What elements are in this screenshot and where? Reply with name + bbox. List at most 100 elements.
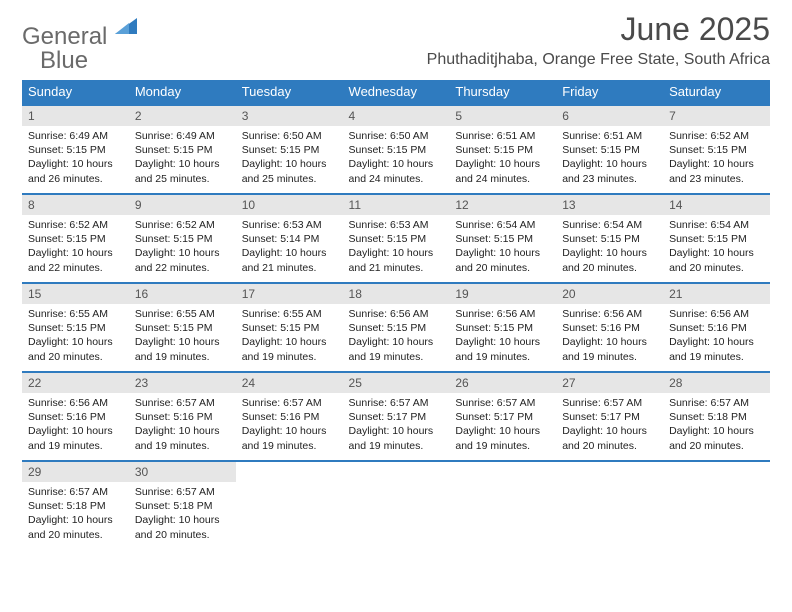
daylight-l2: and 19 minutes.: [242, 439, 337, 453]
daylight-l2: and 20 minutes.: [669, 261, 764, 275]
week-row: 1Sunrise: 6:49 AMSunset: 5:15 PMDaylight…: [22, 105, 770, 194]
sunset: Sunset: 5:15 PM: [135, 143, 230, 157]
week-row: 15Sunrise: 6:55 AMSunset: 5:15 PMDayligh…: [22, 283, 770, 372]
daylight-l2: and 24 minutes.: [349, 172, 444, 186]
day-cell: 23Sunrise: 6:57 AMSunset: 5:16 PMDayligh…: [129, 372, 236, 461]
day-details: Sunrise: 6:56 AMSunset: 5:16 PMDaylight:…: [663, 304, 770, 371]
sunset: Sunset: 5:16 PM: [28, 410, 123, 424]
daylight-l1: Daylight: 10 hours: [562, 246, 657, 260]
brand-word2: Blue: [22, 47, 88, 74]
daylight-l1: Daylight: 10 hours: [28, 424, 123, 438]
day-number: 8: [22, 195, 129, 215]
sunset: Sunset: 5:15 PM: [562, 143, 657, 157]
header: General Blue June 2025 Phuthaditjhaba, O…: [22, 12, 770, 80]
day-number: 3: [236, 106, 343, 126]
sunrise: Sunrise: 6:50 AM: [349, 129, 444, 143]
daylight-l1: Daylight: 10 hours: [135, 246, 230, 260]
day-number: 30: [129, 462, 236, 482]
brand-text: General Blue: [22, 18, 137, 73]
sunrise: Sunrise: 6:56 AM: [28, 396, 123, 410]
day-number: 17: [236, 284, 343, 304]
daylight-l1: Daylight: 10 hours: [135, 513, 230, 527]
day-number: 16: [129, 284, 236, 304]
day-details: Sunrise: 6:54 AMSunset: 5:15 PMDaylight:…: [449, 215, 556, 282]
month-title: June 2025: [427, 12, 770, 47]
day-number: 14: [663, 195, 770, 215]
daylight-l1: Daylight: 10 hours: [349, 157, 444, 171]
dow-thu: Thursday: [449, 80, 556, 105]
sunrise: Sunrise: 6:56 AM: [562, 307, 657, 321]
daylight-l2: and 19 minutes.: [28, 439, 123, 453]
sunrise: Sunrise: 6:55 AM: [28, 307, 123, 321]
daylight-l1: Daylight: 10 hours: [349, 246, 444, 260]
day-details: Sunrise: 6:51 AMSunset: 5:15 PMDaylight:…: [556, 126, 663, 193]
daylight-l2: and 19 minutes.: [349, 439, 444, 453]
daylight-l2: and 19 minutes.: [455, 439, 550, 453]
day-cell: 5Sunrise: 6:51 AMSunset: 5:15 PMDaylight…: [449, 105, 556, 194]
sunrise: Sunrise: 6:54 AM: [562, 218, 657, 232]
day-number: 26: [449, 373, 556, 393]
day-number: 24: [236, 373, 343, 393]
daylight-l2: and 22 minutes.: [135, 261, 230, 275]
day-details: Sunrise: 6:52 AMSunset: 5:15 PMDaylight:…: [22, 215, 129, 282]
sunrise: Sunrise: 6:57 AM: [455, 396, 550, 410]
sunset: Sunset: 5:17 PM: [455, 410, 550, 424]
sunset: Sunset: 5:15 PM: [669, 232, 764, 246]
daylight-l2: and 19 minutes.: [135, 350, 230, 364]
daylight-l1: Daylight: 10 hours: [28, 246, 123, 260]
day-cell: 16Sunrise: 6:55 AMSunset: 5:15 PMDayligh…: [129, 283, 236, 372]
day-number: 20: [556, 284, 663, 304]
daylight-l1: Daylight: 10 hours: [669, 246, 764, 260]
day-details: Sunrise: 6:54 AMSunset: 5:15 PMDaylight:…: [556, 215, 663, 282]
daylight-l2: and 23 minutes.: [562, 172, 657, 186]
day-cell: 25Sunrise: 6:57 AMSunset: 5:17 PMDayligh…: [343, 372, 450, 461]
day-cell: 2Sunrise: 6:49 AMSunset: 5:15 PMDaylight…: [129, 105, 236, 194]
day-details: Sunrise: 6:55 AMSunset: 5:15 PMDaylight:…: [236, 304, 343, 371]
daylight-l2: and 25 minutes.: [242, 172, 337, 186]
daylight-l1: Daylight: 10 hours: [28, 513, 123, 527]
day-details: Sunrise: 6:57 AMSunset: 5:17 PMDaylight:…: [449, 393, 556, 460]
sunset: Sunset: 5:15 PM: [349, 232, 444, 246]
sunset: Sunset: 5:16 PM: [562, 321, 657, 335]
brand-word1: General: [22, 23, 107, 50]
dow-mon: Monday: [129, 80, 236, 105]
day-number: 13: [556, 195, 663, 215]
day-number: 7: [663, 106, 770, 126]
day-cell: 9Sunrise: 6:52 AMSunset: 5:15 PMDaylight…: [129, 194, 236, 283]
sunrise: Sunrise: 6:52 AM: [135, 218, 230, 232]
day-details: Sunrise: 6:57 AMSunset: 5:18 PMDaylight:…: [22, 482, 129, 549]
day-details: Sunrise: 6:53 AMSunset: 5:15 PMDaylight:…: [343, 215, 450, 282]
week-row: 8Sunrise: 6:52 AMSunset: 5:15 PMDaylight…: [22, 194, 770, 283]
sunrise: Sunrise: 6:51 AM: [455, 129, 550, 143]
daylight-l2: and 20 minutes.: [28, 528, 123, 542]
daylight-l1: Daylight: 10 hours: [455, 335, 550, 349]
day-number: 2: [129, 106, 236, 126]
daylight-l1: Daylight: 10 hours: [562, 424, 657, 438]
day-cell: 27Sunrise: 6:57 AMSunset: 5:17 PMDayligh…: [556, 372, 663, 461]
day-number: 11: [343, 195, 450, 215]
daylight-l2: and 20 minutes.: [135, 528, 230, 542]
sunrise: Sunrise: 6:53 AM: [242, 218, 337, 232]
day-number: 10: [236, 195, 343, 215]
day-details: Sunrise: 6:55 AMSunset: 5:15 PMDaylight:…: [129, 304, 236, 371]
daylight-l1: Daylight: 10 hours: [669, 335, 764, 349]
daylight-l2: and 24 minutes.: [455, 172, 550, 186]
dow-fri: Friday: [556, 80, 663, 105]
day-details: Sunrise: 6:55 AMSunset: 5:15 PMDaylight:…: [22, 304, 129, 371]
daylight-l1: Daylight: 10 hours: [349, 335, 444, 349]
day-number: 6: [556, 106, 663, 126]
day-details: Sunrise: 6:50 AMSunset: 5:15 PMDaylight:…: [343, 126, 450, 193]
daylight-l2: and 20 minutes.: [28, 350, 123, 364]
day-cell: 19Sunrise: 6:56 AMSunset: 5:15 PMDayligh…: [449, 283, 556, 372]
daylight-l2: and 19 minutes.: [242, 350, 337, 364]
day-cell: 7Sunrise: 6:52 AMSunset: 5:15 PMDaylight…: [663, 105, 770, 194]
sunrise: Sunrise: 6:52 AM: [28, 218, 123, 232]
day-cell: 26Sunrise: 6:57 AMSunset: 5:17 PMDayligh…: [449, 372, 556, 461]
sunset: Sunset: 5:15 PM: [135, 232, 230, 246]
daylight-l1: Daylight: 10 hours: [455, 424, 550, 438]
calendar-table: Sunday Monday Tuesday Wednesday Thursday…: [22, 80, 770, 549]
sunset: Sunset: 5:15 PM: [349, 321, 444, 335]
sunrise: Sunrise: 6:57 AM: [135, 485, 230, 499]
day-cell: 13Sunrise: 6:54 AMSunset: 5:15 PMDayligh…: [556, 194, 663, 283]
daylight-l1: Daylight: 10 hours: [455, 246, 550, 260]
